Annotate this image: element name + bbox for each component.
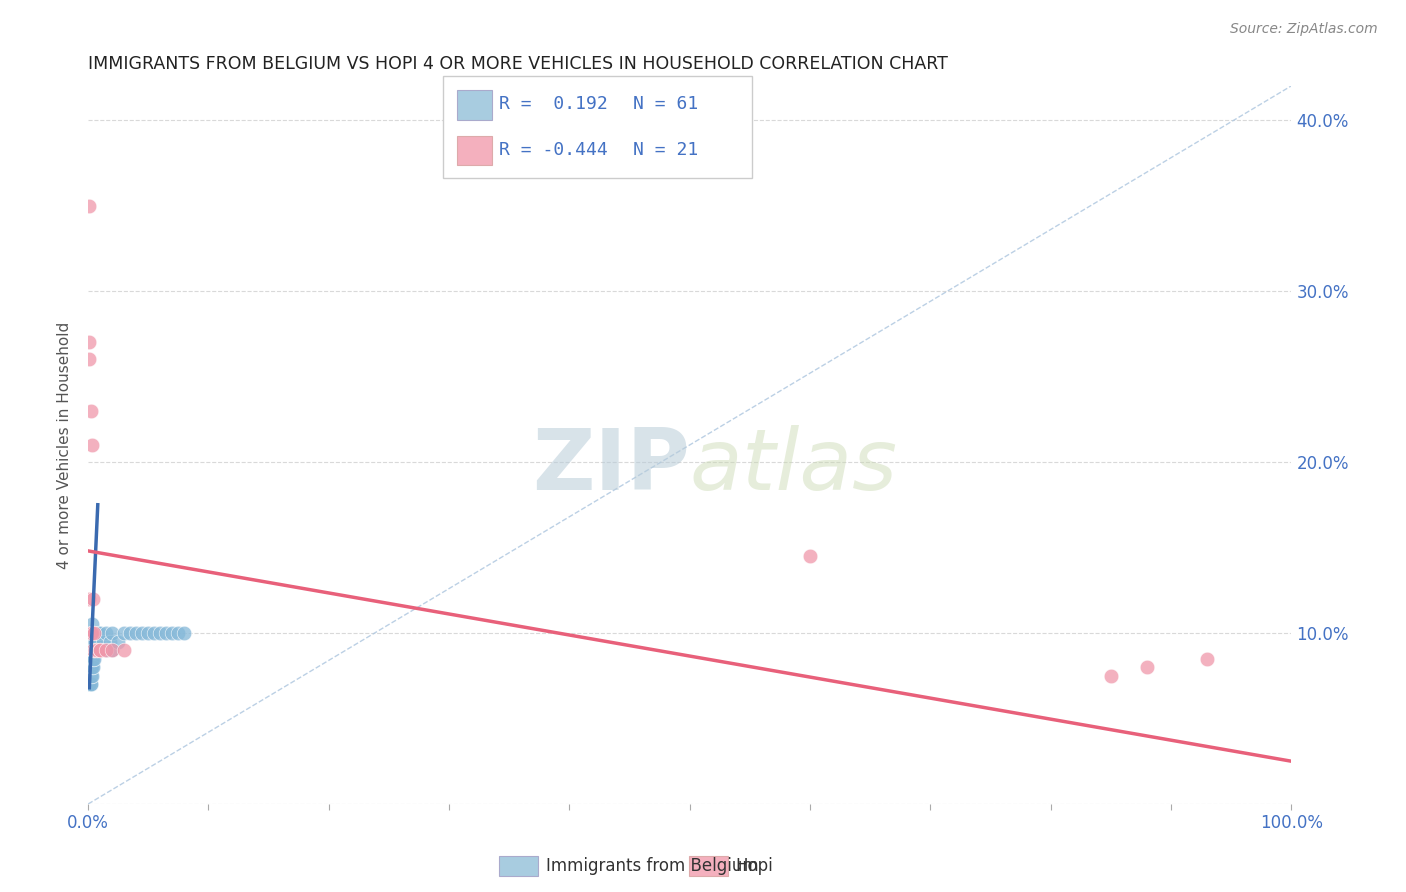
Point — [149, 626, 172, 640]
Point — [96, 643, 118, 657]
Point — [98, 634, 121, 648]
Point — [82, 643, 104, 657]
Point — [79, 660, 101, 674]
Point — [96, 643, 118, 657]
Point — [84, 643, 107, 657]
Text: Hopi: Hopi — [735, 857, 773, 875]
Point — [79, 198, 101, 212]
Point — [155, 626, 177, 640]
Point — [136, 626, 159, 640]
Point — [83, 643, 105, 657]
Point — [131, 626, 153, 640]
Point — [79, 335, 101, 350]
Point — [79, 643, 101, 657]
Point — [82, 591, 104, 606]
Point — [83, 634, 105, 648]
Point — [86, 643, 108, 657]
Point — [167, 626, 190, 640]
Point — [80, 669, 103, 683]
Point — [112, 643, 135, 657]
Point — [82, 626, 104, 640]
Point — [80, 626, 103, 640]
Point — [96, 626, 118, 640]
Point — [79, 651, 101, 665]
Point — [82, 651, 104, 665]
Point — [79, 677, 101, 691]
Point — [79, 626, 101, 640]
Point — [82, 634, 104, 648]
Point — [80, 626, 103, 640]
Point — [83, 651, 105, 665]
Point — [162, 626, 184, 640]
Point — [89, 643, 111, 657]
Text: R =  0.192: R = 0.192 — [499, 95, 607, 113]
Point — [79, 660, 101, 674]
Point — [79, 660, 101, 674]
Point — [79, 677, 101, 691]
Point — [80, 660, 103, 674]
Point — [87, 643, 110, 657]
Point — [86, 643, 108, 657]
Point — [101, 643, 124, 657]
Text: Source: ZipAtlas.com: Source: ZipAtlas.com — [1230, 22, 1378, 37]
Point — [79, 669, 101, 683]
Point — [79, 591, 101, 606]
Point — [79, 626, 101, 640]
Point — [79, 643, 101, 657]
Point — [79, 660, 101, 674]
Point — [80, 643, 103, 657]
Text: Immigrants from Belgium: Immigrants from Belgium — [546, 857, 758, 875]
Text: N = 21: N = 21 — [633, 141, 697, 159]
Point — [80, 651, 103, 665]
Point — [125, 626, 148, 640]
Point — [87, 626, 110, 640]
Text: N = 61: N = 61 — [633, 95, 697, 113]
Point — [101, 626, 124, 640]
Point — [79, 403, 101, 417]
Text: ZIP: ZIP — [531, 425, 690, 508]
Point — [80, 634, 103, 648]
Point — [1197, 651, 1219, 665]
Point — [89, 626, 111, 640]
Point — [143, 626, 166, 640]
Point — [79, 643, 101, 657]
Point — [79, 643, 101, 657]
Point — [1099, 669, 1122, 683]
Point — [89, 643, 111, 657]
Point — [79, 626, 101, 640]
Point — [84, 634, 107, 648]
Point — [112, 626, 135, 640]
Point — [79, 352, 101, 367]
Point — [120, 626, 142, 640]
Point — [79, 626, 101, 640]
Text: R = -0.444: R = -0.444 — [499, 141, 607, 159]
Point — [79, 677, 101, 691]
Point — [80, 438, 103, 452]
Point — [79, 660, 101, 674]
Point — [80, 617, 103, 632]
Point — [84, 643, 107, 657]
Point — [82, 643, 104, 657]
Point — [107, 634, 129, 648]
Point — [101, 643, 124, 657]
Point — [799, 549, 821, 563]
Text: IMMIGRANTS FROM BELGIUM VS HOPI 4 OR MORE VEHICLES IN HOUSEHOLD CORRELATION CHAR: IMMIGRANTS FROM BELGIUM VS HOPI 4 OR MOR… — [89, 55, 948, 73]
Point — [79, 677, 101, 691]
Point — [82, 660, 104, 674]
Point — [1136, 660, 1159, 674]
Point — [79, 677, 101, 691]
Point — [173, 626, 195, 640]
Point — [83, 626, 105, 640]
Point — [89, 643, 111, 657]
Y-axis label: 4 or more Vehicles in Household: 4 or more Vehicles in Household — [58, 321, 72, 568]
Point — [86, 634, 108, 648]
Point — [79, 626, 101, 640]
Point — [91, 634, 114, 648]
Text: atlas: atlas — [690, 425, 898, 508]
